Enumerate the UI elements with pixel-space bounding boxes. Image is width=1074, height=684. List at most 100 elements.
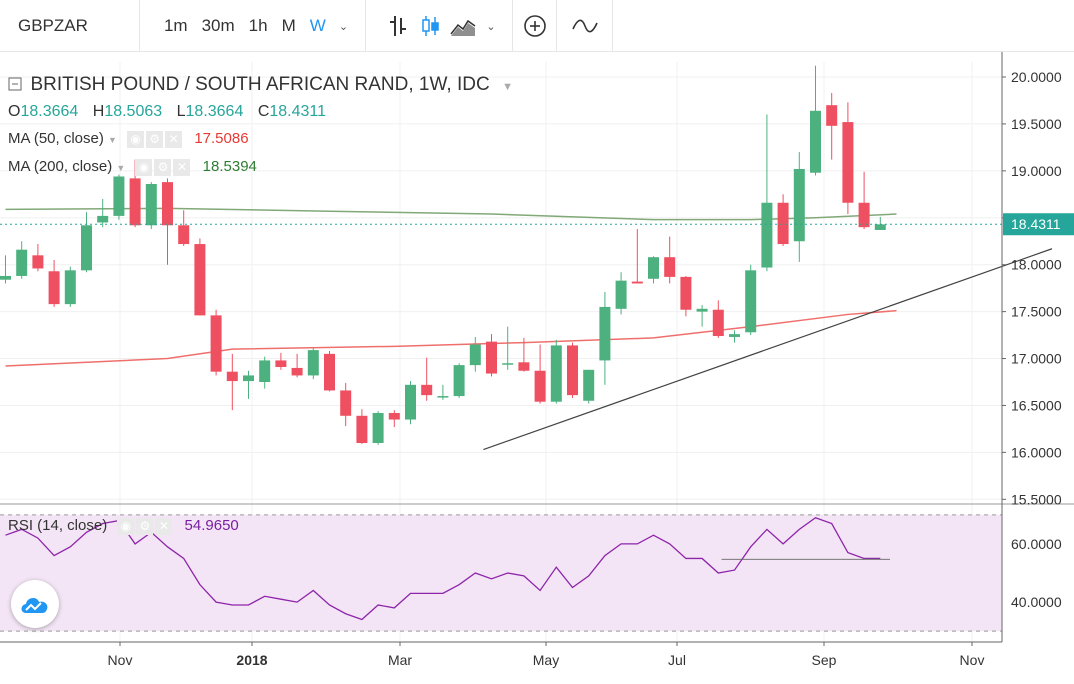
collapse-square-icon[interactable] [8, 77, 22, 91]
cloud-logo-icon [21, 598, 48, 613]
ohlc-close-key: C [257, 103, 270, 120]
ma50-line [5, 309, 897, 367]
ohlc-low-value: 18.3664 [185, 103, 244, 120]
ma50-chevron-down-icon[interactable]: ▼ [108, 135, 117, 145]
candle-body [631, 281, 643, 284]
candle-body [777, 202, 789, 245]
bars-chart-icon[interactable] [388, 14, 408, 38]
rsi-close-icon[interactable]: ✕ [155, 517, 173, 535]
candle-body [113, 176, 125, 216]
price-tick-label: 18.0000 [1011, 257, 1062, 273]
candle-body [534, 370, 546, 402]
rsi-tick-label: 40.0000 [1011, 594, 1062, 610]
ma200-chevron-down-icon[interactable]: ▼ [116, 163, 126, 173]
candle-body [664, 257, 676, 277]
ma50-gear-icon[interactable]: ⚙ [146, 130, 164, 148]
candle-body [372, 412, 384, 444]
candle-body [680, 276, 692, 310]
candle-body [858, 202, 870, 228]
candle-body [81, 225, 92, 271]
candle-body [453, 365, 465, 397]
ma50-close-icon[interactable]: ✕ [165, 130, 183, 148]
candle-body [486, 341, 497, 374]
series-title: BRITISH POUND / SOUTH AFRICAN RAND, 1W, … [30, 74, 490, 95]
candle-body [32, 255, 44, 269]
ohlc-low-key: L [176, 103, 186, 120]
candle-body [842, 122, 854, 203]
ma50-label: MA (50, close) [8, 130, 104, 147]
price-tick-label: 17.0000 [1011, 351, 1062, 367]
candle-body [0, 275, 11, 280]
legend-title-row: BRITISH POUND / SOUTH AFRICAN RAND, 1W, … [8, 74, 513, 96]
candle-body [243, 375, 254, 382]
price-tick-label: 19.5000 [1011, 116, 1062, 132]
last-price-tag [1003, 213, 1074, 236]
candle-body [162, 182, 173, 226]
ma200-close-icon[interactable]: ✕ [173, 158, 191, 176]
candle-body [291, 367, 303, 376]
ma50-eye-icon[interactable]: ◉ [127, 130, 145, 148]
time-tick-label: Mar [388, 652, 412, 668]
candle-body [810, 110, 821, 173]
candle-body [826, 105, 838, 126]
interval-30m[interactable]: 30m [201, 16, 235, 35]
support-trendline [483, 248, 1053, 451]
interval-1m[interactable]: 1m [163, 16, 188, 35]
rsi-eye-icon[interactable]: ◉ [117, 517, 135, 535]
interval-1h[interactable]: 1h [248, 16, 268, 35]
ma50-value: 17.5086 [194, 130, 249, 147]
candle-body [599, 306, 611, 361]
title-chevron-down-icon[interactable]: ▼ [502, 81, 514, 93]
rsi-gear-icon[interactable]: ⚙ [136, 517, 154, 535]
area-chart-icon[interactable] [450, 14, 476, 38]
ohlc-high-value: 18.5063 [104, 103, 163, 120]
candles-chart-icon[interactable] [420, 14, 440, 38]
ohlc-open-key: O [8, 103, 21, 120]
interval-week[interactable]: W [309, 16, 326, 35]
ma50-legend-row: MA (50, close) ▼ ◉ ⚙ ✕ 17.5086 [8, 130, 249, 148]
candle-body [405, 384, 416, 420]
chart-type-chevron-down-icon[interactable]: ⌄ [486, 20, 496, 33]
ma200-gear-icon[interactable]: ⚙ [154, 158, 172, 176]
chart-type-group: ⌄ [366, 0, 513, 52]
candle-body [356, 415, 368, 444]
last-price-tag-label: 18.4311 [1011, 216, 1061, 232]
ohlc-open-value: 18.3664 [20, 103, 79, 120]
trendline [483, 248, 1053, 451]
compare-button[interactable] [557, 0, 613, 52]
candle-body [745, 270, 757, 333]
candle-body [16, 249, 28, 276]
candle-body [340, 390, 352, 416]
candle-body [761, 202, 773, 268]
candle-body [275, 360, 287, 367]
symbol-search-box[interactable]: GBPZAR [0, 0, 140, 52]
candle-body [583, 369, 595, 401]
interval-chevron-down-icon[interactable]: ⌄ [338, 20, 349, 33]
tradingview-logo-button[interactable] [11, 580, 59, 628]
time-tick-label: 2018 [236, 652, 267, 668]
candle-body [648, 257, 659, 279]
candle-body [64, 270, 76, 305]
candle-body [550, 345, 562, 402]
candle-body [324, 353, 335, 391]
candle-body [307, 350, 319, 376]
candle-body [388, 412, 400, 420]
rsi-legend-row: RSI (14, close) ◉ ⚙ ✕ 54.9650 [8, 517, 239, 535]
candle-body [567, 345, 578, 396]
candle-body [210, 315, 222, 372]
symbol-label: GBPZAR [18, 16, 88, 35]
candle-body [874, 224, 886, 230]
ma200-eye-icon[interactable]: ◉ [135, 158, 153, 176]
interval-month[interactable]: M [281, 16, 296, 35]
candle-body [145, 183, 157, 226]
time-tick-label: May [533, 652, 559, 668]
add-indicator-button[interactable] [513, 0, 557, 52]
rsi-label: RSI (14, close) [8, 517, 108, 534]
price-chart[interactable]: 20.000019.500019.000018.500018.000017.50… [0, 52, 1074, 684]
candle-body [48, 271, 60, 305]
price-tick-label: 15.5000 [1011, 491, 1062, 507]
rsi-tick-label: 60.0000 [1011, 536, 1062, 552]
time-tick-label: Sep [812, 652, 837, 668]
ma200-legend-row: MA (200, close) ▼ ◉ ⚙ ✕ 18.5394 [8, 158, 257, 176]
ma50-series [5, 309, 897, 367]
